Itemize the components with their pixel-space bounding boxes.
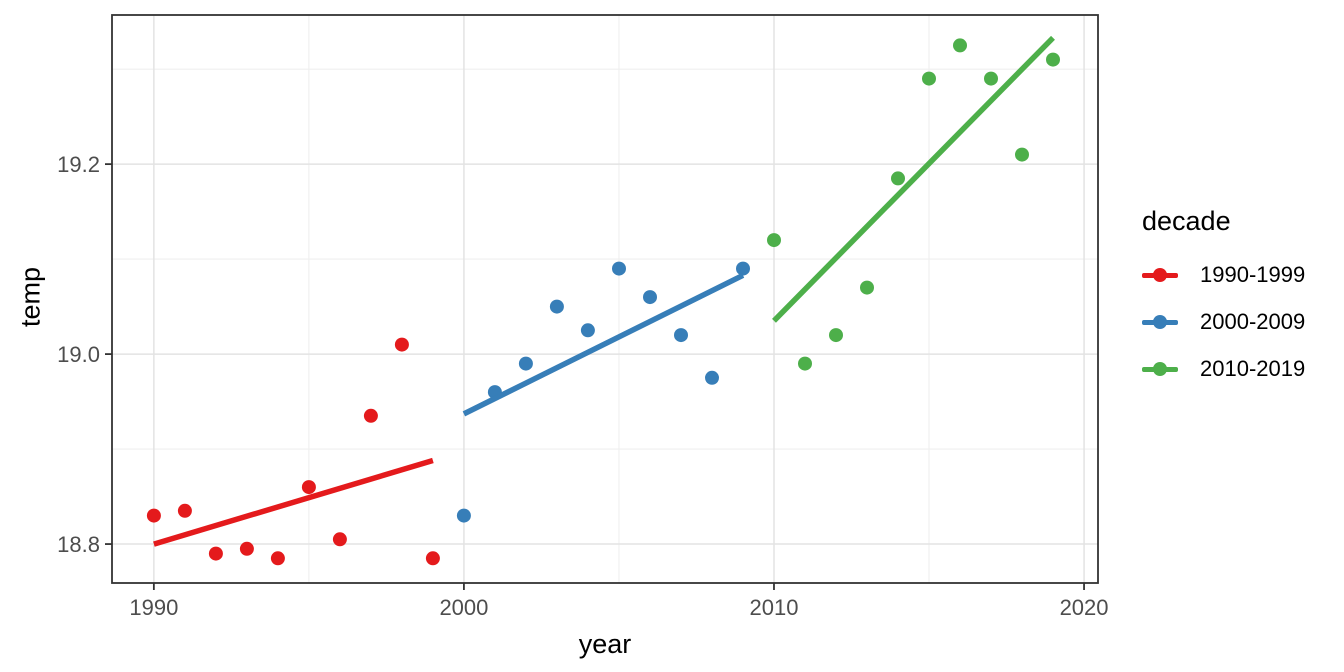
data-point	[270, 551, 285, 566]
legend-entry: 2000-2009	[1142, 309, 1306, 334]
y-tick-label: 18.8	[57, 532, 100, 557]
data-point	[425, 551, 440, 566]
data-point	[922, 71, 936, 86]
x-tick-label: 2000	[439, 595, 488, 620]
data-point	[891, 171, 905, 186]
data-point	[798, 356, 812, 371]
legend-key-line-dot-icon	[1142, 358, 1178, 380]
legend-entry: 2010-2019	[1142, 356, 1306, 381]
y-axis-title: temp	[15, 266, 46, 328]
data-point	[829, 328, 843, 343]
x-tick-label: 1990	[129, 595, 178, 620]
legend-dot-icon	[1153, 268, 1167, 282]
legend-entry-label: 1990-1999	[1200, 262, 1306, 287]
data-point	[580, 323, 595, 338]
data-point	[363, 408, 378, 423]
data-point	[332, 532, 347, 547]
legend-entry-label: 2000-2009	[1200, 309, 1306, 334]
data-point	[549, 299, 564, 314]
data-point	[736, 261, 750, 276]
data-point	[518, 356, 533, 371]
legend-key-line-dot-icon	[1142, 264, 1178, 286]
x-tick-label: 2010	[750, 595, 799, 620]
data-point	[767, 233, 781, 248]
y-tick-label: 19.0	[57, 342, 100, 367]
y-tick-label: 19.2	[57, 152, 100, 177]
data-point	[146, 508, 161, 523]
trend-line	[153, 457, 434, 547]
data-point	[239, 541, 254, 556]
trend-line	[772, 35, 1055, 323]
legend: decade 1990-1999 2000-2009 2010-2019	[1142, 206, 1305, 405]
panel-border	[111, 14, 1099, 584]
data-point	[643, 290, 657, 305]
x-axis-title: year	[578, 629, 632, 659]
data-point	[1015, 147, 1029, 162]
legend-title: decade	[1142, 206, 1231, 236]
legend-dot-icon	[1153, 362, 1167, 376]
panel-background	[112, 15, 1098, 583]
data-point	[177, 503, 192, 518]
legend-dot-icon	[1153, 315, 1167, 329]
trend-line	[462, 272, 745, 417]
data-point	[456, 508, 471, 523]
data-point	[612, 261, 626, 276]
x-tick-label: 2020	[1060, 595, 1109, 620]
data-point	[301, 480, 316, 495]
data-point	[394, 337, 409, 352]
data-point	[208, 546, 223, 561]
data-point	[984, 71, 998, 86]
data-point	[860, 280, 874, 295]
data-point	[674, 328, 688, 343]
data-point	[953, 38, 967, 53]
legend-entry: 1990-1999	[1142, 262, 1306, 287]
legend-entry-label: 2010-2019	[1200, 356, 1306, 381]
data-point	[1046, 52, 1060, 67]
data-point	[705, 370, 719, 385]
legend-key-line-dot-icon	[1142, 311, 1178, 333]
